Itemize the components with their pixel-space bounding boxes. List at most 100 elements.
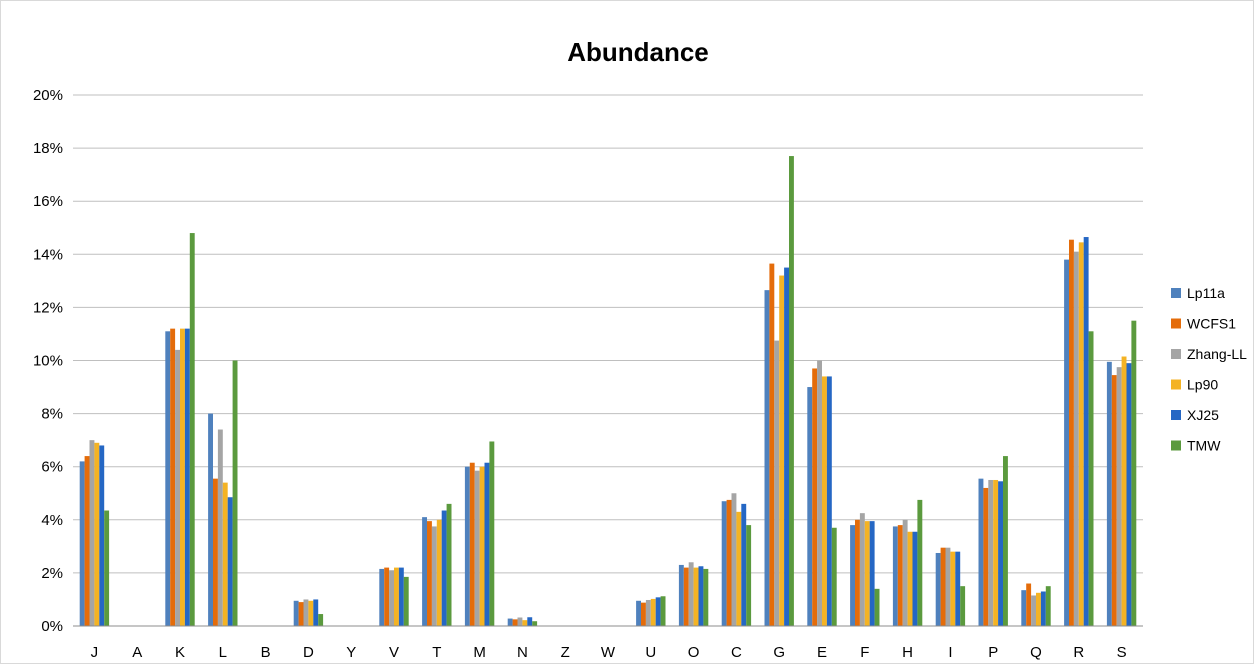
bar-zhang-ll-t — [431, 526, 437, 626]
bar-xj25-g — [784, 267, 789, 626]
bar-wcfs1-d — [298, 602, 304, 626]
legend-label: Lp11a — [1187, 285, 1225, 301]
legend: Lp11a WCFS1 Zhang-LL Lp90 XJ25 TMW — [1171, 285, 1247, 454]
x-tick-label: H — [902, 644, 913, 661]
x-tick-label: W — [601, 644, 616, 661]
x-tick-label: F — [860, 644, 869, 661]
bar-zhang-ll-s — [1116, 367, 1122, 626]
bar-tmw-t — [446, 503, 452, 626]
legend-swatch — [1171, 288, 1181, 298]
bar-zhang-ll-c — [731, 493, 737, 626]
bar-zhang-ll-k — [175, 349, 180, 626]
bar-lp90-r — [1078, 242, 1084, 626]
bar-wcfs1-l — [213, 478, 218, 626]
bar-lp90-m — [479, 466, 485, 626]
bar-lp90-l — [222, 482, 228, 626]
bar-lp90-v — [394, 567, 399, 626]
bar-lp90-t — [436, 519, 442, 626]
bar-zhang-ll-r — [1073, 251, 1079, 626]
bar-tmw-j — [104, 510, 110, 626]
bar-xj25-p — [998, 481, 1003, 626]
x-tick-label: D — [303, 644, 314, 661]
bar-lp11a-e — [807, 387, 813, 626]
bar-zhang-ll-d — [303, 599, 309, 626]
bar-zhang-ll-j — [89, 440, 95, 626]
x-tick-label: C — [731, 644, 742, 661]
y-tick-label: 0% — [41, 618, 63, 635]
bar-wcfs1-j — [84, 456, 90, 626]
bar-xj25-c — [741, 503, 747, 626]
legend-swatch — [1171, 318, 1181, 329]
bar-lp11a-f — [850, 525, 855, 626]
bar-xj25-d — [313, 599, 319, 626]
y-tick-label: 2% — [41, 565, 63, 582]
legend-label: Lp90 — [1187, 377, 1218, 393]
bar-wcfs1-i — [940, 547, 946, 626]
bar-lp90-n — [522, 620, 528, 626]
bar-wcfs1-g — [769, 263, 775, 626]
x-tick-label: G — [773, 644, 785, 661]
bar-tmw-i — [960, 586, 966, 626]
bar-lp11a-d — [293, 600, 299, 626]
x-tick-label: T — [432, 644, 441, 661]
y-tick-label: 10% — [33, 353, 63, 370]
bar-lp90-q — [1036, 592, 1041, 626]
x-tick-label: I — [948, 644, 952, 661]
bar-wcfs1-o — [683, 567, 689, 626]
y-tick-label: 12% — [33, 299, 63, 316]
bar-wcfs1-f — [855, 519, 860, 626]
bar-zhang-ll-f — [859, 513, 865, 626]
bar-lp11a-k — [165, 331, 171, 626]
y-tick-label: 6% — [41, 459, 63, 476]
bar-xj25-s — [1126, 363, 1132, 626]
bar-lp11a-j — [79, 461, 85, 626]
bar-tmw-f — [874, 588, 880, 626]
bar-lp90-o — [693, 567, 699, 626]
bar-zhang-ll-l — [217, 429, 223, 626]
bar-wcfs1-s — [1111, 375, 1117, 626]
bar-xj25-v — [398, 567, 404, 626]
bar-lp90-c — [736, 511, 742, 626]
legend-label: TMW — [1187, 438, 1221, 454]
bar-wcfs1-v — [384, 567, 390, 626]
x-tick-label: V — [389, 644, 399, 661]
x-tick-label: Q — [1030, 644, 1042, 661]
y-tick-label: 20% — [33, 87, 63, 104]
bar-lp11a-s — [1106, 361, 1112, 626]
y-tick-label: 8% — [41, 406, 63, 423]
bar-wcfs1-m — [469, 462, 475, 626]
bar-zhang-ll-m — [474, 470, 480, 626]
bar-lp90-j — [94, 442, 100, 626]
bar-zhang-ll-o — [688, 562, 694, 626]
bar-zhang-ll-n — [517, 617, 523, 626]
x-tick-label: Y — [346, 644, 356, 661]
y-tick-label: 18% — [33, 140, 63, 157]
bar-tmw-o — [703, 568, 709, 626]
bar-zhang-ll-v — [389, 570, 394, 626]
bar-wcfs1-p — [983, 487, 989, 626]
x-tick-label: J — [91, 644, 99, 661]
bar-tmw-u — [660, 596, 666, 626]
bar-lp90-u — [650, 598, 656, 626]
bar-wcfs1-c — [726, 499, 732, 626]
x-tick-label: S — [1117, 644, 1127, 661]
bars — [79, 156, 1137, 627]
bar-lp11a-r — [1064, 259, 1069, 626]
bar-tmw-q — [1045, 586, 1051, 626]
x-tick-label: M — [473, 644, 486, 661]
y-tick-label: 4% — [41, 512, 63, 529]
bar-xj25-o — [698, 566, 704, 626]
bar-lp11a-h — [892, 526, 898, 626]
bar-xj25-m — [484, 462, 490, 626]
bar-wcfs1-n — [512, 619, 518, 626]
bar-xj25-u — [655, 597, 661, 626]
bar-lp90-e — [822, 376, 827, 626]
bar-wcfs1-q — [1026, 583, 1032, 626]
bar-tmw-v — [403, 576, 409, 626]
bar-wcfs1-e — [812, 368, 818, 626]
bar-xj25-q — [1040, 591, 1046, 626]
bar-xj25-l — [227, 497, 233, 626]
bar-xj25-n — [527, 617, 533, 626]
x-tick-label: Z — [561, 644, 570, 661]
